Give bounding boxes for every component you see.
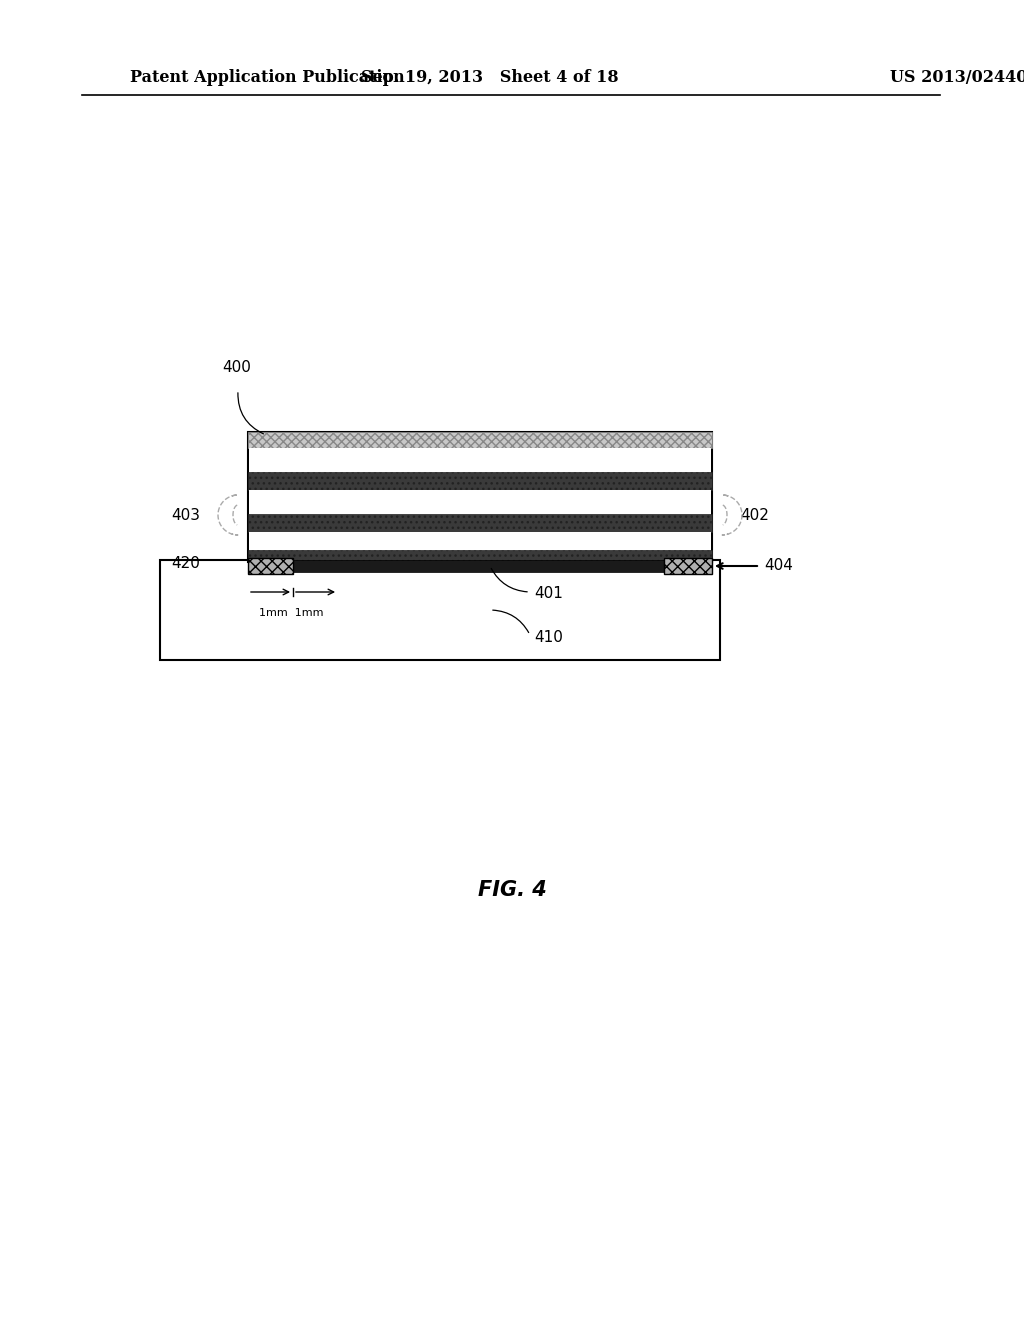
Bar	[248, 432, 712, 447]
Bar	[664, 558, 712, 574]
Bar	[249, 447, 711, 473]
Text: Sep. 19, 2013   Sheet 4 of 18: Sep. 19, 2013 Sheet 4 of 18	[361, 70, 618, 87]
Text: 404: 404	[764, 558, 793, 573]
Bar	[248, 432, 712, 562]
Text: FIG. 4: FIG. 4	[477, 880, 547, 900]
Bar	[293, 560, 664, 572]
Bar	[248, 558, 293, 574]
Text: 410: 410	[534, 630, 563, 644]
Bar	[248, 513, 712, 532]
Bar	[160, 560, 720, 660]
Bar	[248, 473, 712, 490]
Text: 1mm  1mm: 1mm 1mm	[259, 609, 324, 618]
Text: US 2013/0244079 A1: US 2013/0244079 A1	[890, 70, 1024, 87]
Text: 420: 420	[171, 557, 200, 572]
Bar	[248, 550, 712, 562]
Text: 401: 401	[534, 586, 563, 602]
Text: 403: 403	[171, 508, 200, 524]
Bar	[249, 490, 711, 513]
Text: 400: 400	[222, 360, 251, 375]
Text: Patent Application Publication: Patent Application Publication	[130, 70, 404, 87]
Bar	[249, 532, 711, 550]
Text: 402: 402	[740, 508, 769, 524]
